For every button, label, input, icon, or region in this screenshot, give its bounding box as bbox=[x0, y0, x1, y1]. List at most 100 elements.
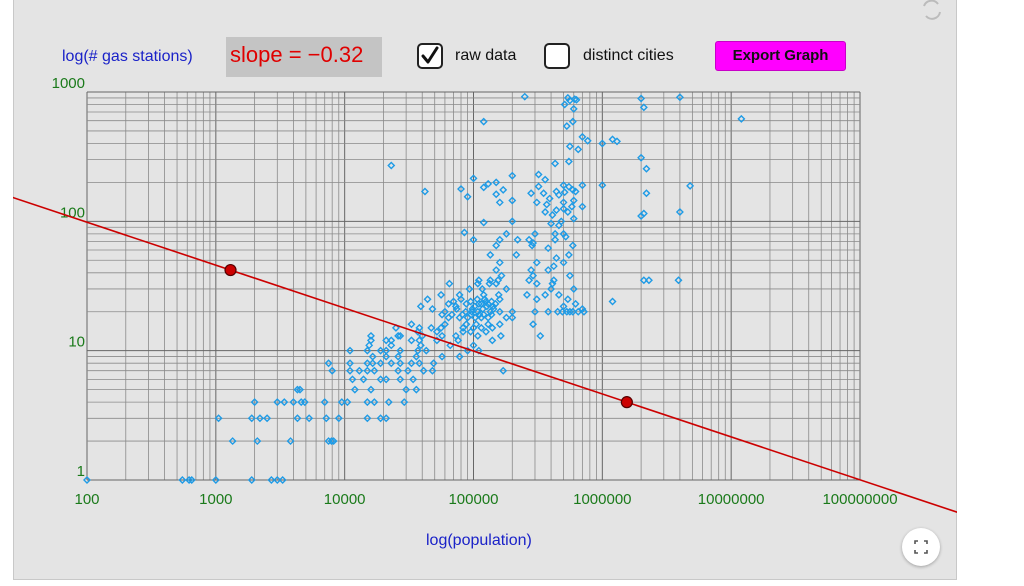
data-point bbox=[565, 271, 574, 280]
data-point bbox=[547, 219, 556, 228]
fit-line bbox=[13, 196, 957, 513]
data-point bbox=[488, 323, 497, 332]
data-point bbox=[438, 352, 447, 361]
data-point bbox=[437, 290, 446, 299]
data-point bbox=[396, 331, 405, 340]
data-point bbox=[508, 313, 517, 322]
data-point bbox=[477, 299, 486, 308]
data-point bbox=[559, 302, 568, 311]
refresh-icon[interactable] bbox=[918, 0, 946, 20]
data-point bbox=[484, 320, 493, 329]
data-point bbox=[508, 217, 517, 226]
data-point bbox=[568, 117, 577, 126]
data-point bbox=[463, 192, 472, 201]
data-point bbox=[561, 232, 570, 241]
data-point bbox=[520, 92, 529, 101]
data-point bbox=[366, 385, 375, 394]
data-point bbox=[427, 323, 436, 332]
data-point bbox=[305, 414, 314, 423]
data-point bbox=[253, 437, 262, 446]
data-point bbox=[412, 352, 421, 361]
data-point bbox=[214, 414, 223, 423]
data-point bbox=[438, 331, 447, 340]
data-point bbox=[322, 414, 331, 423]
distinct-cities-label: distinct cities bbox=[583, 47, 674, 64]
data-point bbox=[365, 341, 374, 350]
data-point bbox=[486, 276, 495, 285]
fit-handle-point[interactable] bbox=[224, 263, 237, 277]
data-point bbox=[512, 250, 521, 259]
data-point bbox=[532, 279, 541, 288]
distinct-cities-checkbox[interactable] bbox=[544, 43, 570, 69]
data-point bbox=[548, 210, 557, 219]
fullscreen-button[interactable] bbox=[902, 528, 940, 566]
data-point bbox=[391, 323, 400, 332]
data-point bbox=[477, 323, 486, 332]
data-point bbox=[472, 320, 481, 329]
data-point bbox=[569, 284, 578, 293]
data-point bbox=[598, 181, 607, 190]
slope-text: slope = −0.32 bbox=[230, 42, 364, 67]
data-point bbox=[539, 189, 548, 198]
data-point bbox=[432, 327, 441, 336]
data-point bbox=[295, 385, 304, 394]
data-point bbox=[429, 359, 438, 368]
data-point bbox=[387, 336, 396, 345]
data-point bbox=[329, 437, 338, 446]
data-point bbox=[337, 398, 346, 407]
data-point bbox=[542, 200, 551, 209]
data-point bbox=[525, 235, 534, 244]
x-tick-label: 10000 bbox=[324, 491, 366, 508]
data-point bbox=[637, 153, 646, 162]
data-point bbox=[415, 336, 424, 345]
data-point bbox=[366, 331, 375, 340]
data-point bbox=[228, 437, 237, 446]
data-point bbox=[534, 170, 543, 179]
data-point bbox=[495, 320, 504, 329]
data-point bbox=[569, 214, 578, 223]
x-tick-label: 100000 bbox=[448, 491, 498, 508]
data-point bbox=[492, 190, 501, 199]
data-point bbox=[363, 359, 372, 368]
slope-display bbox=[226, 37, 382, 77]
data-point bbox=[428, 305, 437, 313]
data-point bbox=[474, 346, 483, 355]
data-point bbox=[370, 398, 379, 407]
data-point bbox=[187, 476, 196, 484]
data-point bbox=[368, 359, 377, 368]
data-point bbox=[423, 295, 432, 304]
data-point bbox=[532, 198, 541, 207]
data-point bbox=[324, 437, 333, 446]
fit-handle-point[interactable] bbox=[620, 396, 633, 409]
data-point bbox=[465, 284, 474, 293]
data-point bbox=[552, 206, 561, 215]
data-point bbox=[479, 310, 488, 319]
x-tick-label: 1000 bbox=[199, 491, 232, 508]
data-point bbox=[547, 284, 556, 293]
data-point bbox=[280, 398, 289, 407]
data-point bbox=[560, 100, 569, 109]
data-point bbox=[642, 189, 651, 198]
data-point bbox=[544, 266, 553, 275]
data-point bbox=[382, 414, 391, 423]
export-graph-button[interactable]: Export Graph bbox=[715, 41, 846, 71]
data-point bbox=[639, 103, 648, 112]
data-point bbox=[83, 476, 91, 484]
data-point bbox=[413, 346, 422, 355]
data-point bbox=[549, 276, 558, 285]
data-point bbox=[363, 366, 372, 375]
data-point bbox=[300, 398, 309, 407]
data-point bbox=[468, 305, 477, 313]
data-point bbox=[473, 307, 482, 316]
data-point bbox=[639, 209, 648, 218]
data-point bbox=[525, 276, 534, 285]
data-point bbox=[355, 366, 364, 375]
data-point bbox=[639, 276, 648, 285]
data-point bbox=[613, 137, 622, 146]
raw-data-checkbox[interactable] bbox=[417, 43, 443, 69]
data-point bbox=[415, 323, 424, 332]
data-point bbox=[502, 313, 511, 322]
data-point bbox=[552, 254, 561, 263]
data-point bbox=[451, 302, 460, 311]
y-tick-label: 1 bbox=[77, 463, 85, 480]
